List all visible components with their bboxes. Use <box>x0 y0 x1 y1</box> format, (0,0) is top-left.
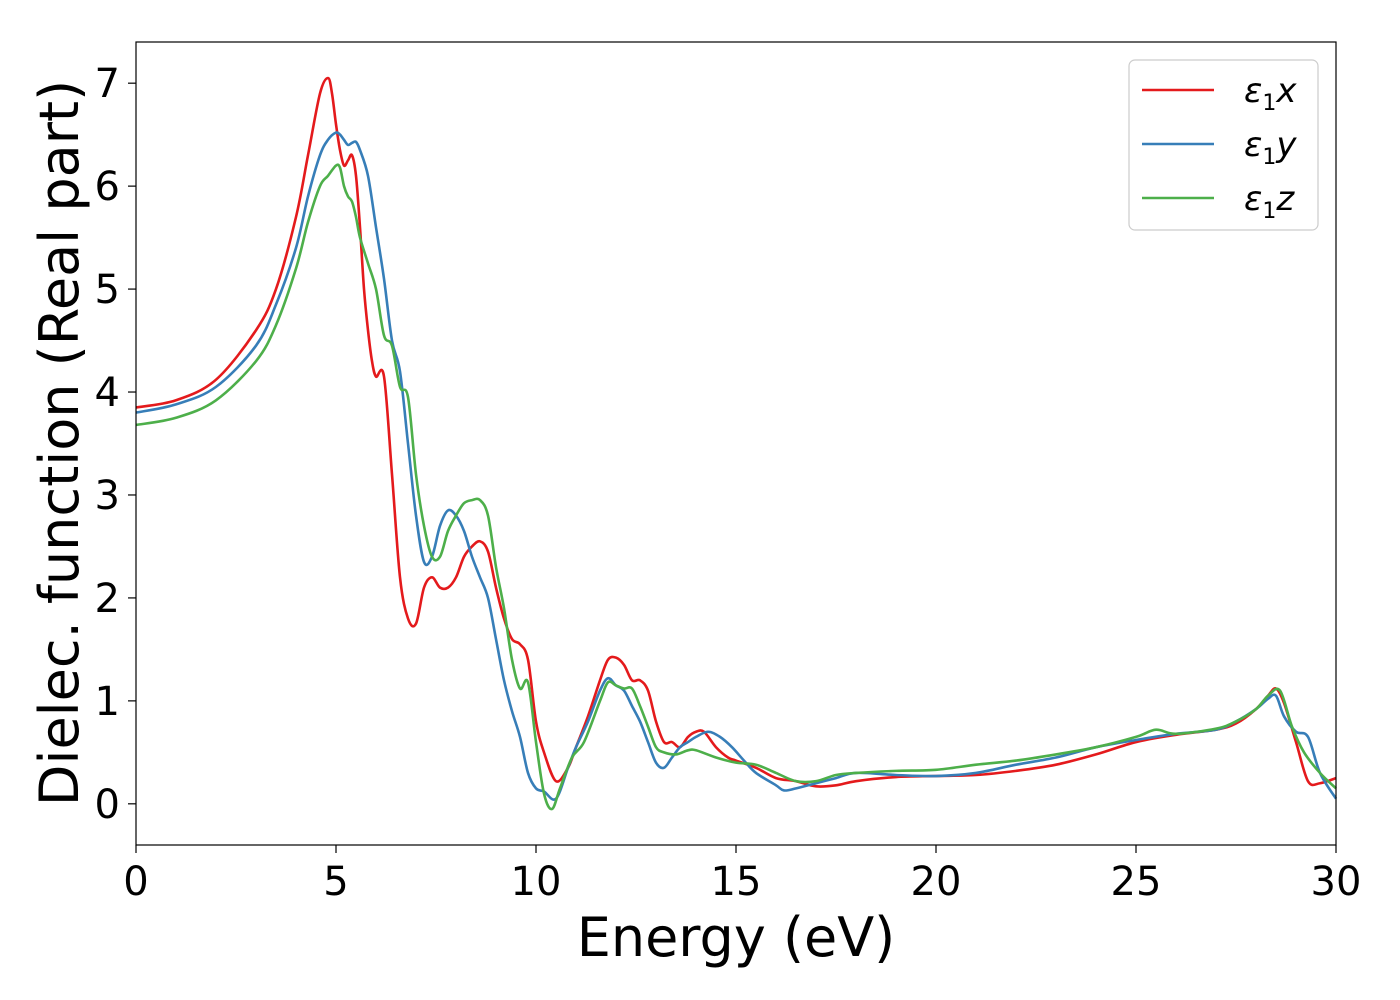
legend-label-x: ε1x <box>1244 71 1297 116</box>
series-layer <box>135 76 1338 811</box>
y-tick-label: 5 <box>95 267 120 313</box>
x-tick-label: 20 <box>911 859 962 905</box>
x-axis: 0 5 10 15 20 25 30 <box>123 845 1361 905</box>
y-tick-label: 1 <box>95 679 120 725</box>
x-tick-label: 0 <box>123 859 148 905</box>
legend-box <box>1128 59 1319 231</box>
y-axis-label: Dielec. function (Real part) <box>28 80 91 806</box>
y-tick-label: 4 <box>95 370 120 416</box>
x-tick-label: 5 <box>323 859 348 905</box>
series-line-y <box>135 131 1338 801</box>
y-axis: 0 1 2 3 4 5 6 7 <box>95 61 136 828</box>
x-tick-label: 25 <box>1111 859 1162 905</box>
x-tick-label: 10 <box>511 859 562 905</box>
legend-label-y: ε1y <box>1244 125 1297 170</box>
legend: ε1x ε1y ε1z <box>1128 59 1319 231</box>
y-tick-label: 3 <box>95 473 120 519</box>
y-tick-label: 6 <box>95 164 120 210</box>
y-tick-label: 0 <box>95 782 120 828</box>
y-tick-label: 2 <box>95 576 120 622</box>
x-tick-label: 15 <box>711 859 762 905</box>
series-line-z <box>135 163 1337 811</box>
x-axis-label: Energy (eV) <box>577 906 896 969</box>
y-tick-label: 7 <box>95 61 120 107</box>
legend-label-z: ε1z <box>1244 179 1295 224</box>
x-tick-label: 30 <box>1311 859 1362 905</box>
